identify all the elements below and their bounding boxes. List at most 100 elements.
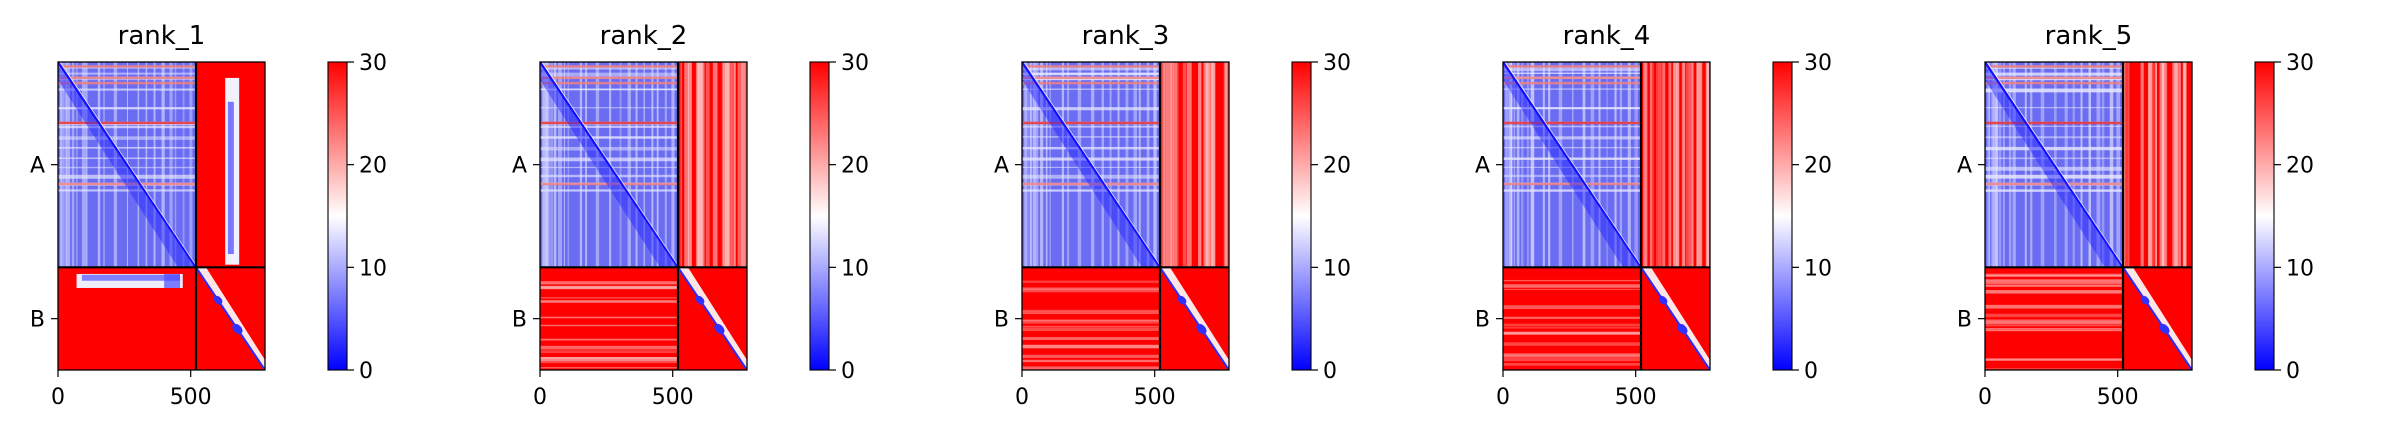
heatmap-stripe-h: [58, 72, 196, 75]
colorbar-frame: [809, 61, 830, 371]
heatmap-ab-streak: [1681, 62, 1685, 268]
heatmap-ba-streak: [1503, 288, 1641, 291]
heatmap-ab-streak: [1696, 62, 1699, 268]
y-tick-label: A: [1957, 154, 1972, 179]
heatmap-diagonal-b-blob: [213, 295, 223, 305]
colorbar-tick-label: 30: [1323, 51, 1351, 76]
heatmap-ab-streak: [1186, 62, 1192, 268]
heatmap-ab-streak: [741, 62, 746, 268]
y-tick-label: A: [1475, 154, 1490, 179]
heatmap-stripe-v: [579, 62, 583, 268]
heatmap-stripe-v: [169, 62, 173, 268]
heatmap-ba-streak: [1503, 323, 1641, 327]
heatmap-ba-streak: [540, 359, 678, 364]
heatmap-stripe-v: [1028, 62, 1030, 268]
heatmap-stripe-v: [1029, 62, 1032, 268]
heatmap-band-red: [1503, 81, 1641, 85]
heatmap-ba-streak: [540, 316, 678, 319]
heatmap-ab-streak: [701, 62, 705, 268]
heatmap-stripe-h: [1503, 189, 1641, 192]
chart-title: rank_1: [118, 21, 206, 51]
x-tick-label: 500: [2097, 385, 2139, 410]
heatmap-stripe-h: [1985, 157, 2123, 160]
heatmap-ab-streak: [2162, 62, 2168, 268]
heatmap-band-red: [540, 65, 678, 68]
heatmap-ba-streak: [1503, 353, 1641, 357]
heatmap-band-red: [58, 121, 196, 125]
heatmap-band-red: [1985, 65, 2123, 68]
heatmap: [1022, 62, 1229, 370]
heatmap-stripe-v: [2008, 62, 2012, 268]
colorbar-tick-label: 30: [841, 51, 869, 76]
heatmap-diagonal-b-blob: [2140, 295, 2150, 305]
heatmap-ab-streak: [1698, 62, 1703, 268]
heatmap-stripe-v: [1061, 62, 1064, 268]
heatmap-diagonal-a-halo: [1023, 62, 1161, 266]
heatmap-stripe-v: [1509, 62, 1513, 268]
heatmap-ab-streak: [2172, 62, 2174, 268]
heatmap-band-red: [540, 81, 678, 85]
heatmap-ba-streak: [1985, 290, 2123, 294]
heatmap-stripe-v: [1146, 62, 1150, 268]
heatmap-ba-streak: [1985, 273, 2123, 276]
heatmap-stripe-h: [1503, 72, 1641, 74]
heatmap-stripe-h: [1985, 146, 2123, 151]
heatmap-band-red: [540, 121, 678, 125]
heatmap-ba-streak: [1022, 309, 1160, 312]
heatmap-ab-streak: [2127, 62, 2130, 268]
x-tick-label: 0: [1978, 385, 1992, 410]
heatmap-ba-streak: [540, 345, 678, 350]
heatmap-ab-streak: [2155, 62, 2157, 268]
heatmap-ba-streak: [1022, 344, 1160, 349]
colorbar-tick-label: 20: [841, 154, 869, 179]
heatmap-diagonal-a-halo: [1986, 62, 2124, 266]
heatmap-diagonal-a-halo: [1504, 62, 1642, 266]
heatmap-ba-streak: [1022, 327, 1160, 332]
heatmap-ba-streak: [1503, 342, 1641, 345]
heatmap-stripe-h: [1503, 136, 1641, 140]
heatmap-stripe-v: [1109, 62, 1112, 268]
heatmap-stripe-v: [113, 62, 118, 268]
heatmap-stripe-v: [1614, 62, 1617, 268]
heatmap-ba-streak: [540, 286, 678, 290]
heatmap-stripe-h: [540, 125, 678, 128]
heatmap-ab-streak: [705, 62, 710, 268]
heatmap-stripe-v: [656, 62, 659, 268]
heatmap-ab-streak: [1173, 62, 1178, 268]
heatmap-ab-streak: [730, 62, 732, 268]
heatmap-stripe-h: [540, 166, 678, 169]
heatmap-ba-streak: [1985, 320, 2123, 324]
colorbar-fill: [1292, 62, 1311, 370]
heatmap-stripe-h: [1985, 125, 2123, 127]
heatmap-stripe-v: [65, 62, 69, 268]
heatmap-stripe-v: [68, 62, 71, 268]
heatmap-diagonal-b-blob: [1177, 295, 1187, 305]
heatmap-stripe-v: [1025, 62, 1028, 268]
heatmap-ab-streak: [1662, 62, 1666, 268]
heatmap-ba-streak: [1022, 287, 1160, 290]
heatmap-stripe-h: [58, 166, 196, 169]
heatmap-stripe-h: [540, 72, 678, 77]
heatmap-stripe-v: [97, 62, 101, 268]
heatmap-stripe-h: [1503, 88, 1641, 90]
colorbar-tick-label: 0: [1804, 359, 1818, 384]
heatmap-stripe-h: [1985, 107, 2123, 109]
heatmap-ab-streak: [1656, 62, 1658, 268]
heatmap-ab-streak: [2173, 62, 2178, 268]
heatmap-stripe-v: [1133, 62, 1137, 268]
heatmap-stripe-v: [145, 62, 148, 268]
heatmap-ba-streak: [1022, 325, 1160, 328]
heatmap-stripe-v: [2064, 62, 2068, 268]
heatmap-ba-streak: [540, 281, 678, 285]
heatmap-stripe-v: [567, 62, 570, 268]
x-tick-label: 0: [533, 385, 547, 410]
colorbar: 0 10 20 30: [809, 51, 869, 384]
colorbar-tick-label: 30: [2286, 51, 2314, 76]
heatmap-stripe-v: [1138, 62, 1141, 268]
heatmap-diagonal-b-blob: [232, 323, 243, 335]
y-tick-label: B: [30, 308, 45, 333]
y-tick-label: B: [512, 308, 527, 333]
heatmap-diagonal-b: [1640, 266, 1710, 370]
y-tick-label: A: [30, 154, 45, 179]
heatmap-stripe-v: [553, 62, 557, 268]
